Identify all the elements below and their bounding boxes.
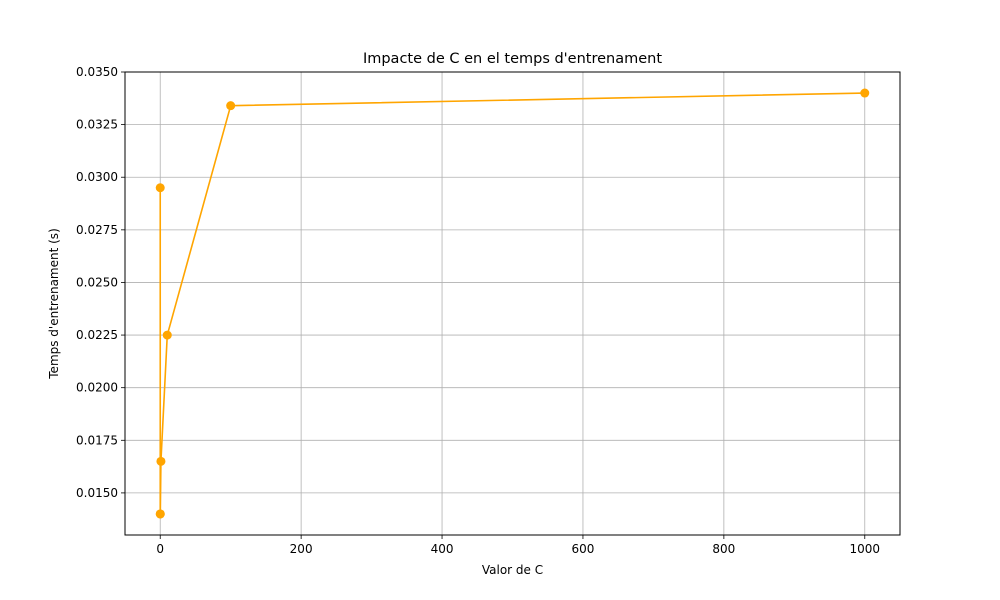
y-tick-label: 0.0300: [76, 170, 118, 184]
grid-lines: [125, 71, 900, 535]
y-axis-title: Temps d'entrenament (s): [47, 228, 61, 379]
y-tick-label: 0.0325: [76, 118, 118, 132]
data-point: [162, 330, 172, 340]
x-tick-label: 0: [156, 542, 164, 556]
data-point: [155, 183, 165, 193]
y-tick-label: 0.0200: [76, 381, 118, 395]
plot-area-frame: [124, 71, 901, 536]
y-tick-label: 0.0350: [76, 65, 118, 79]
data-point: [860, 88, 870, 98]
data-point: [226, 101, 236, 111]
y-tick-label: 0.0225: [76, 328, 118, 342]
y-tick-label: 0.0175: [76, 433, 118, 447]
series-layer: [155, 88, 870, 519]
y-tick-label: 0.0250: [76, 275, 118, 289]
data-point: [156, 456, 166, 466]
x-tick-label: 400: [431, 542, 454, 556]
y-tick-label: 0.0275: [76, 223, 118, 237]
x-tick-label: 800: [712, 542, 735, 556]
x-tick-label: 1000: [849, 542, 880, 556]
x-tick-label: 200: [290, 542, 313, 556]
chart-title: Impacte de C en el temps d'entrenament: [363, 51, 662, 67]
x-axis-title: Valor de C: [482, 563, 543, 577]
x-tick-label: 600: [572, 542, 595, 556]
y-tick-label: 0.0150: [76, 486, 118, 500]
axis-ticks: 0 200 400 600 800 1000 0.0150 0.0175 0.0200 0.022…: [76, 65, 880, 556]
data-point: [155, 509, 165, 519]
